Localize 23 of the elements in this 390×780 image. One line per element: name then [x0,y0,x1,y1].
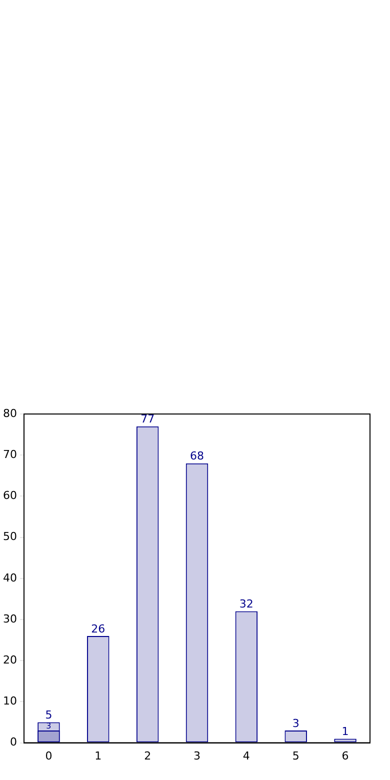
data-label: 26 [91,622,106,636]
y-tick-label: 20 [2,653,17,666]
data-label: 32 [239,598,254,611]
x-tick-label: 5 [292,749,300,762]
x-tick-label: 3 [194,749,200,762]
data-label: 1 [342,725,349,738]
y-tick-label: 0 [10,736,17,749]
data-label: 3 [292,716,300,730]
y-tick-label: 70 [2,448,17,461]
y-tick-label: 60 [2,489,17,502]
data-label: 5 [45,708,52,722]
y-tick-label: 40 [2,571,17,584]
y-tick-label: 30 [2,612,17,626]
x-tick-label: 4 [242,749,250,762]
y-tick-label: 50 [2,530,17,544]
x-tick-label: 2 [144,749,152,762]
x-tick-label: 0 [45,749,52,762]
x-tick-label: 6 [342,749,349,762]
data-label: 77 [140,412,155,426]
y-tick-label: 10 [2,694,17,708]
x-tick-label: 1 [94,749,102,762]
data-label: 68 [190,450,204,463]
y-tick-label: 80 [2,406,17,420]
